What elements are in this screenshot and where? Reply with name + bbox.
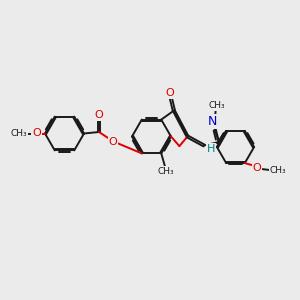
Text: O: O [252,163,261,172]
Text: O: O [94,110,103,120]
Text: H: H [206,144,215,154]
Text: O: O [166,88,174,98]
Text: O: O [32,128,41,139]
Text: N: N [208,115,217,128]
Text: CH₃: CH₃ [157,167,174,176]
Text: CH₃: CH₃ [270,166,286,175]
Text: CH₃: CH₃ [10,129,27,138]
Text: O: O [108,137,117,147]
Text: CH₃: CH₃ [208,101,225,110]
